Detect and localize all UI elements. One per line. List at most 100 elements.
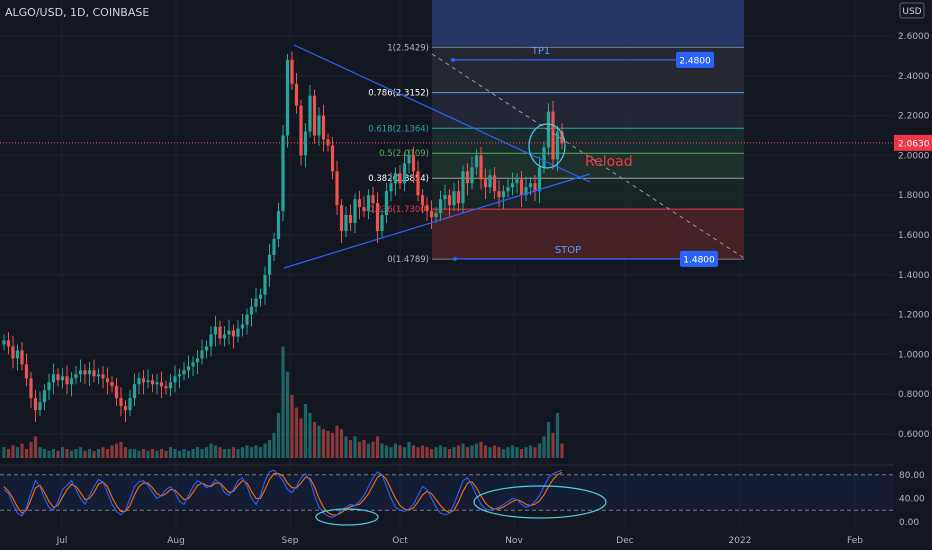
candle-body[interactable] [425,205,429,212]
candle-body[interactable] [191,362,195,367]
last-price-badge[interactable] [894,134,932,151]
candle-body[interactable] [416,171,420,196]
candle-body[interactable] [461,171,465,204]
candle-body[interactable] [141,378,146,383]
candle-body[interactable] [114,386,119,399]
candle-body[interactable] [173,376,177,383]
candle-body[interactable] [560,131,564,144]
candle-body[interactable] [69,378,74,385]
candle-body[interactable] [150,380,155,385]
candle-body[interactable] [164,386,168,389]
candle-body[interactable] [272,238,276,255]
candle-body[interactable] [362,207,366,212]
candle-body[interactable] [195,358,200,363]
candle-body[interactable] [348,215,353,224]
candle-body[interactable] [213,326,218,335]
candle-body[interactable] [294,83,299,106]
candle-body[interactable] [420,195,425,206]
candle-body[interactable] [186,366,191,371]
candle-body[interactable] [380,215,384,232]
candle-body[interactable] [123,406,128,411]
candle-body[interactable] [492,175,497,192]
candle-body[interactable] [528,183,533,188]
candle-body[interactable] [524,187,528,196]
candle-body[interactable] [339,205,344,232]
candle-body[interactable] [33,398,38,411]
candle-body[interactable] [209,334,213,347]
candle-body[interactable] [434,213,438,218]
candle-body[interactable] [51,374,56,383]
candle-body[interactable] [474,155,479,168]
candle-body[interactable] [510,183,515,188]
candle-body[interactable] [29,378,33,399]
candle-body[interactable] [299,105,303,156]
candle-body[interactable] [465,171,470,184]
time-axis[interactable]: Jul Aug Sep Oct Nov Dec 2022 Feb [56,536,864,546]
highlight-circle[interactable] [528,123,566,169]
candle-body[interactable] [303,131,308,156]
candle-body[interactable] [74,374,78,379]
candle-body[interactable] [281,135,285,212]
candle-body[interactable] [551,111,555,160]
candle-body[interactable] [105,378,110,383]
candle-body[interactable] [200,350,204,359]
candle-body[interactable] [407,155,411,164]
upper-trendline[interactable] [293,44,591,183]
candle-body[interactable] [218,326,222,339]
candle-body[interactable] [353,199,357,224]
candle-body[interactable] [537,167,542,192]
candle-body[interactable] [128,398,132,411]
candle-body[interactable] [555,131,560,160]
stochastic-rsi-pane[interactable] [0,464,894,526]
candle-body[interactable] [501,191,506,198]
candle-body[interactable] [519,179,524,196]
candle-body[interactable] [488,175,492,188]
candle-body[interactable] [429,211,434,218]
candle-body[interactable] [159,382,164,387]
candle-body[interactable] [366,195,371,212]
candle-body[interactable] [447,195,452,206]
currency-badge[interactable]: USD [899,2,925,19]
candle-body[interactable] [254,298,258,307]
candle-body[interactable] [384,191,389,216]
candle-body[interactable] [276,211,281,239]
candle-body[interactable] [119,398,123,407]
candle-body[interactable] [155,382,159,385]
candle-body[interactable] [290,59,294,84]
candle-body[interactable] [375,203,380,232]
candle-body[interactable] [168,382,173,389]
candle-body[interactable] [357,199,362,208]
candle-body[interactable] [60,376,65,381]
candle-body[interactable] [20,350,24,365]
candle-body[interactable] [389,183,393,192]
candle-body[interactable] [321,115,326,140]
candle-body[interactable] [308,95,312,132]
candle-body[interactable] [182,370,186,375]
candle-body[interactable] [38,402,42,411]
candle-body[interactable] [24,364,29,379]
candle-body[interactable] [236,328,240,337]
candle-body[interactable] [83,370,87,375]
candle-body[interactable] [344,215,348,232]
candle-body[interactable] [542,147,546,168]
candle-body[interactable] [47,382,51,391]
candle-body[interactable] [96,374,101,377]
candle-body[interactable] [87,370,92,375]
candle-body[interactable] [92,370,96,377]
candle-body[interactable] [312,95,317,136]
candles[interactable] [2,51,564,423]
candle-body[interactable] [402,163,407,184]
candle-body[interactable] [438,199,443,214]
candle-body[interactable] [335,171,339,206]
candle-body[interactable] [263,274,267,295]
candle-body[interactable] [132,384,137,399]
candle-body[interactable] [371,195,375,204]
candle-body[interactable] [65,376,69,385]
candle-body[interactable] [330,145,335,172]
candle-body[interactable] [456,191,461,204]
candle-body[interactable] [515,179,519,184]
candle-body[interactable] [231,330,236,337]
candle-body[interactable] [110,382,114,387]
candle-body[interactable] [479,155,483,180]
